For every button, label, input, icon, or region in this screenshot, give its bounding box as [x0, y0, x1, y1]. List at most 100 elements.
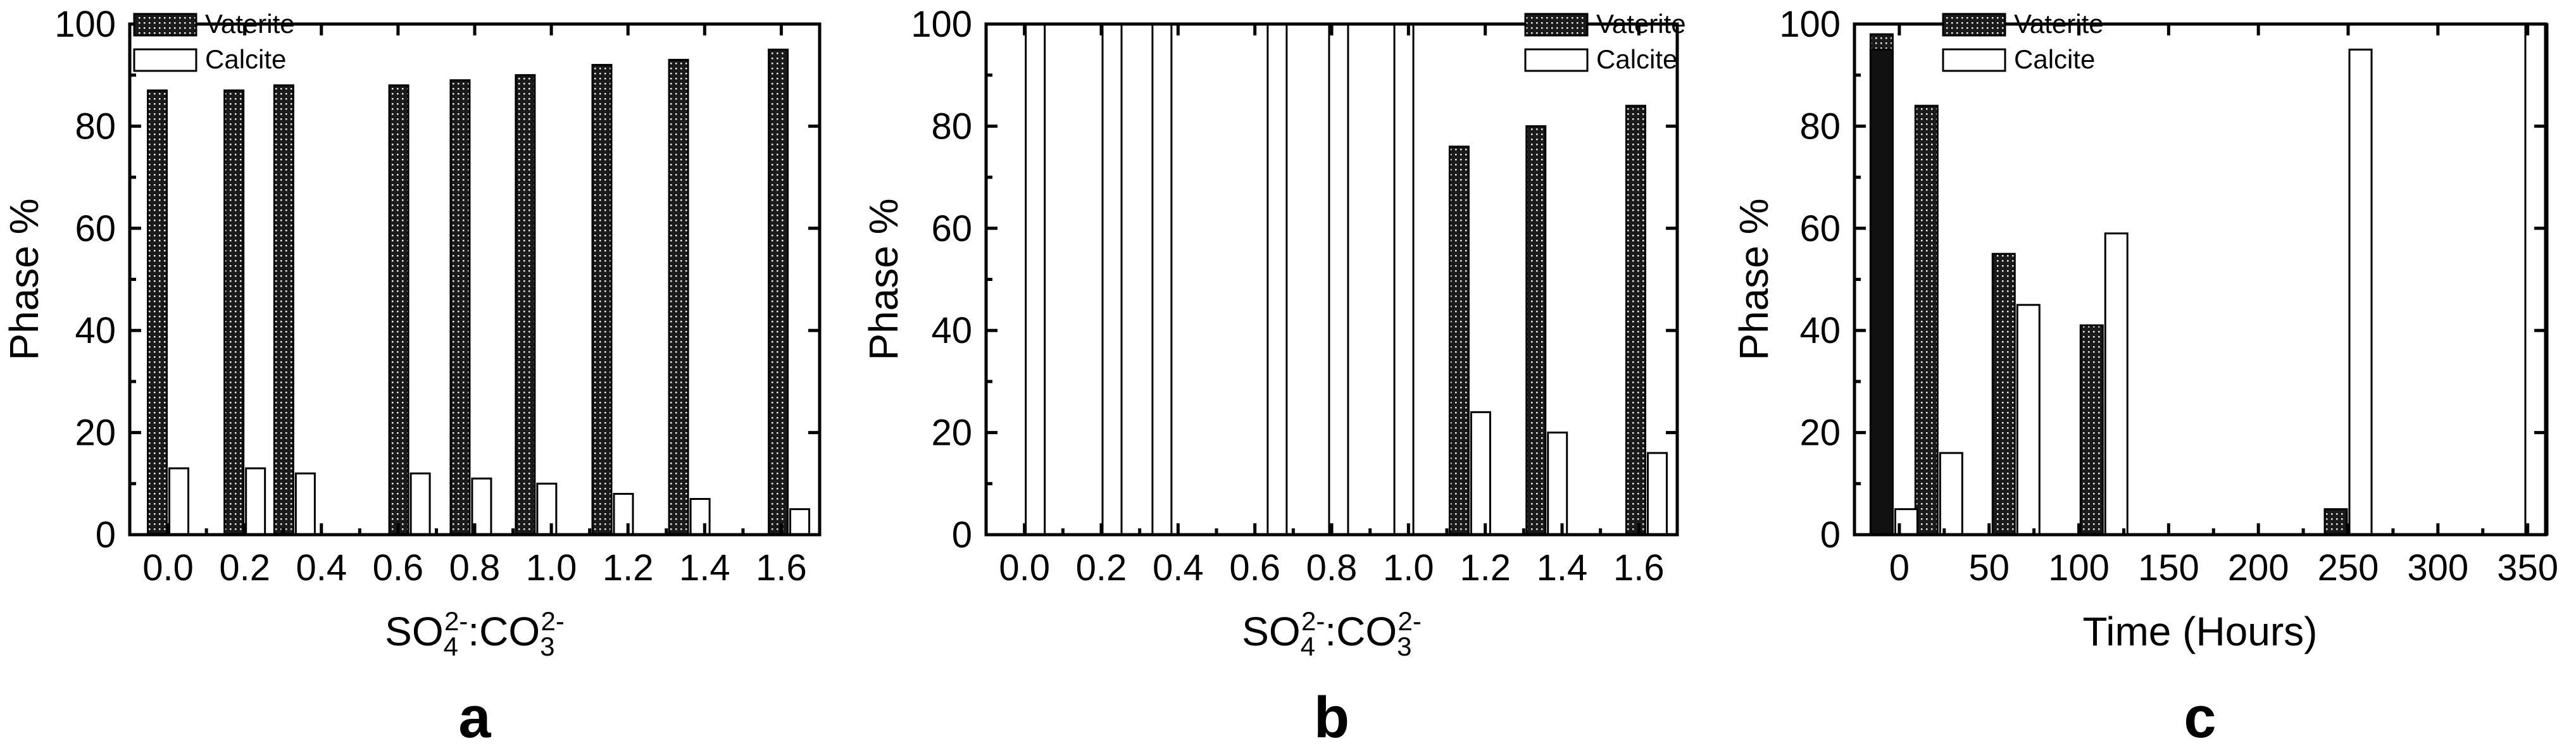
x-axis-title-part: 2-	[444, 606, 468, 636]
x-tick-label: 200	[2228, 547, 2289, 588]
bar-vaterite-4	[2323, 508, 2348, 536]
bar-calcite-2	[2016, 304, 2041, 536]
y-tick-label: 40	[931, 310, 972, 351]
y-tick-label: 20	[1799, 413, 1841, 454]
x-axis-title-part: 4	[1301, 632, 1315, 661]
x-axis-title-part: 2-	[1397, 606, 1421, 636]
chart-panel-b: 0 20 40 60 80 100 0.0 0.2 0.4 0.6 0.8 1.0 1.2 1.4 1.6 P…	[861, 4, 1686, 750]
bar-calcite-8	[789, 508, 811, 536]
x-tick-label: 0.6	[373, 547, 424, 588]
bar-vaterite-8	[768, 48, 789, 536]
legend-label-vaterite: Vaterite	[2014, 9, 2104, 39]
y-tick-label: 20	[75, 413, 116, 454]
bar-vaterite-7	[1525, 125, 1547, 536]
bar-vaterite-2	[1991, 252, 2016, 536]
y-tick-label: 40	[1799, 310, 1841, 351]
x-tick-label: 0.8	[1306, 547, 1358, 588]
x-tick-label: 1.6	[1613, 547, 1665, 588]
legend-swatch-calcite	[1942, 48, 2006, 72]
y-tick-label: 80	[75, 106, 116, 147]
x-axis-title-part: 3	[1397, 632, 1411, 661]
bar-calcite-2	[1151, 23, 1173, 536]
x-tick-label: 1.2	[603, 547, 654, 588]
bar-vaterite-1	[1914, 104, 1939, 536]
bar-calcite-1	[1939, 452, 1963, 536]
y-axis-title: Phase %	[1, 198, 47, 360]
x-tick-label: 0.0	[999, 547, 1050, 588]
y-tick-label: 0	[1820, 514, 1841, 556]
y-tick-label: 60	[1799, 208, 1841, 249]
bar-vaterite-0	[147, 89, 168, 536]
x-tick-label: 150	[2138, 547, 2199, 588]
x-tick-label: 50	[1968, 547, 2010, 588]
x-tick-label: 1.4	[1537, 547, 1588, 588]
bar-calcite-3	[2104, 232, 2129, 536]
panel-letter: c	[2184, 685, 2216, 750]
x-axis-title: Time (Hours)	[2083, 609, 2318, 654]
y-tick-label: 0	[952, 514, 972, 556]
bar-vaterite-3	[388, 84, 410, 536]
x-tick-label: 300	[2407, 547, 2468, 588]
x-tick-label: 0.2	[1076, 547, 1127, 588]
legend-swatch-calcite	[133, 48, 197, 72]
bar-calcite-4	[2348, 48, 2373, 536]
x-tick-label: 1.6	[756, 547, 807, 588]
x-tick-label: 0.4	[296, 547, 347, 588]
bar-calcite-7	[1547, 432, 1568, 536]
y-tick-label: 100	[54, 4, 116, 45]
bar-calcite-7	[689, 498, 711, 536]
bar-solid-overlay	[1869, 48, 1894, 536]
x-tick-label: 0.0	[142, 547, 194, 588]
y-tick-label: 20	[931, 413, 972, 454]
y-tick-label: 100	[1779, 4, 1841, 45]
x-axis-title-part: 3	[540, 632, 554, 661]
panel-letter: b	[1314, 685, 1349, 750]
y-tick-label: 0	[96, 514, 116, 556]
bar-vaterite-1	[223, 89, 245, 536]
legend-swatch-vaterite	[1942, 13, 2006, 37]
x-axis-title-part: :CO	[1325, 609, 1397, 654]
bar-vaterite-6	[591, 64, 613, 536]
bar-calcite-4	[1328, 23, 1349, 536]
x-axis-title: SO42-:CO32-	[1242, 606, 1422, 661]
legend-label-calcite: Calcite	[1596, 44, 1677, 74]
bar-vaterite-6	[1448, 146, 1470, 536]
bar-vaterite-4	[449, 79, 471, 536]
bar-vaterite-2	[273, 84, 294, 536]
bar-calcite-0	[1025, 23, 1046, 536]
bar-vaterite-3	[2079, 324, 2104, 536]
x-axis-title-part: 2-	[541, 606, 564, 636]
legend-swatch-vaterite	[1524, 13, 1589, 37]
y-axis-title: Phase %	[861, 198, 906, 360]
bar-vaterite-8	[1625, 104, 1646, 536]
x-axis-title-part: 2-	[1301, 606, 1325, 636]
x-axis-title-part: :CO	[468, 609, 540, 654]
x-tick-label: 250	[2318, 547, 2379, 588]
bar-calcite-5	[2524, 23, 2549, 536]
x-tick-label: 0.4	[1153, 547, 1204, 588]
chart-panel-c: 0 20 40 60 80 100 0 50 100 150 200 250 300 350 Phase %…	[1731, 4, 2558, 750]
bar-calcite-3	[410, 472, 431, 536]
y-tick-label: 60	[75, 208, 116, 249]
legend-swatch-calcite	[1524, 48, 1589, 72]
legend-label-calcite: Calcite	[205, 44, 286, 74]
legend-label-vaterite: Vaterite	[1596, 9, 1686, 39]
y-tick-label: 80	[931, 106, 972, 147]
bar-calcite-3	[1266, 23, 1288, 536]
bar-vaterite-7	[668, 58, 689, 536]
x-axis-title-part: SO	[1242, 609, 1300, 654]
legend-label-vaterite: Vaterite	[205, 9, 295, 39]
y-tick-label: 40	[75, 310, 116, 351]
bar-calcite-8	[1646, 452, 1668, 536]
bar-calcite-0	[168, 467, 190, 536]
x-tick-label: 0.8	[449, 547, 501, 588]
x-axis-title-part: SO	[385, 609, 443, 654]
legend-label-calcite: Calcite	[2014, 44, 2095, 74]
legend-swatch-vaterite	[133, 13, 197, 37]
bar-calcite-6	[613, 492, 634, 536]
x-tick-label: 1.2	[1460, 547, 1511, 588]
x-tick-label: 0	[1889, 547, 1910, 588]
x-tick-label: 350	[2497, 547, 2558, 588]
